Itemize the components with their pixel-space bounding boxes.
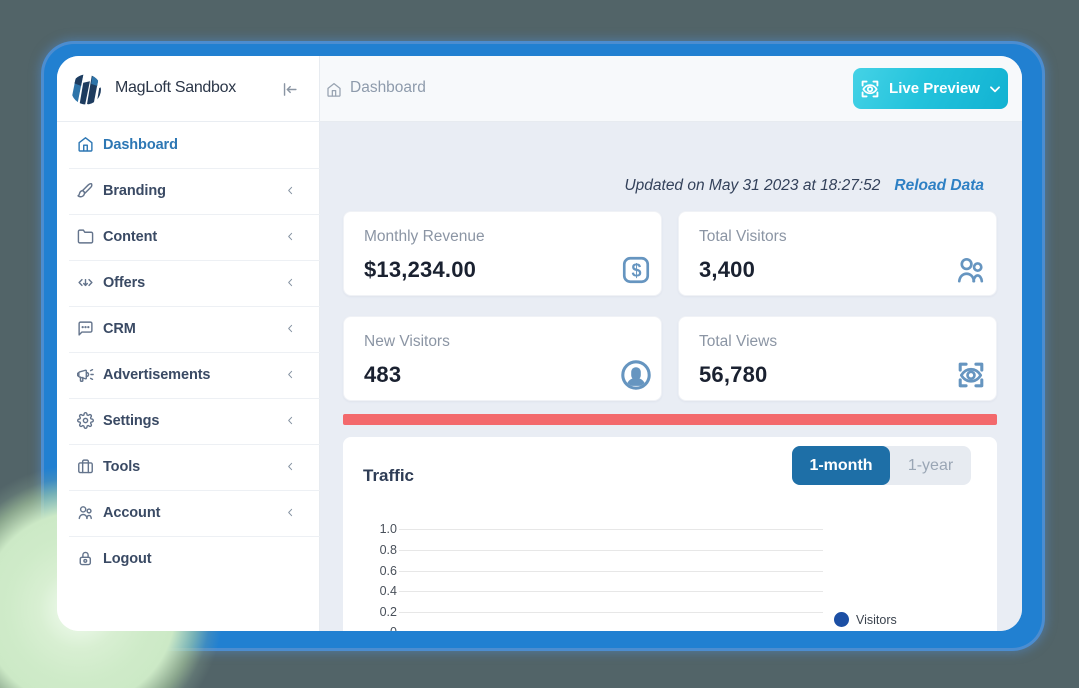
svg-text:$: $ [632,261,642,281]
